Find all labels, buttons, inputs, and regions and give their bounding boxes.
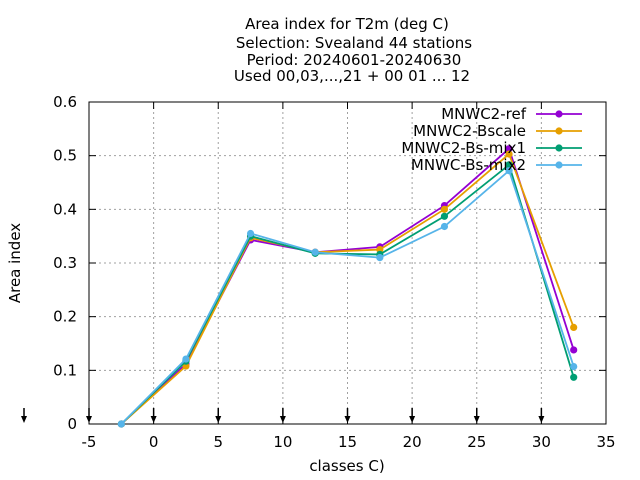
title-line-2: Selection: Svealand 44 stations — [236, 34, 472, 52]
y-tick-labels: 0 0.1 0.2 0.3 0.4 0.5 0.6 — [53, 93, 77, 433]
x-tick-label: 0 — [149, 433, 159, 451]
title-line-3: Period: 20240601-20240630 — [247, 51, 462, 69]
x-tick-label: -5 — [82, 433, 97, 451]
y-tick-label: 0 — [67, 415, 77, 433]
y-tick-label: 0.2 — [53, 308, 77, 326]
series-lines — [117, 145, 578, 428]
legend-entry: MNWC-Bs-mix2 — [411, 156, 582, 174]
data-point — [440, 222, 449, 231]
x-tick-label: 20 — [403, 433, 422, 451]
x-axis-label: classes C) — [309, 457, 384, 475]
legend: MNWC2-refMNWC2-BscaleMNWC2-Bs-mix1MNWC-B… — [401, 105, 582, 174]
legend-swatch-point — [555, 110, 563, 118]
data-point — [505, 167, 513, 175]
data-point — [570, 346, 578, 354]
legend-swatch-point — [555, 144, 563, 152]
data-point — [505, 150, 513, 158]
data-point — [570, 373, 578, 381]
legend-entry: MNWC2-Bscale — [413, 122, 582, 140]
tick-marks — [88, 101, 607, 425]
title-line-1: Area index for T2m (deg C) — [245, 15, 449, 33]
data-point — [117, 420, 125, 428]
x-tick-label: 35 — [596, 433, 615, 451]
series-line — [120, 163, 575, 425]
title-line-4: Used 00,03,...,21 + 00 01 ... 12 — [234, 67, 470, 85]
y-tick-label: 0.1 — [53, 361, 77, 379]
x-tick-labels: -5 0 5 10 15 20 25 30 35 — [82, 433, 616, 451]
data-point — [440, 205, 449, 213]
data-point — [570, 362, 578, 371]
legend-label: MNWC-Bs-mix2 — [411, 156, 526, 174]
y-tick-label: 0.5 — [53, 147, 77, 165]
data-point — [505, 161, 513, 169]
legend-label: MNWC2-Bscale — [413, 122, 526, 140]
legend-entry: MNWC2-Bs-mix1 — [401, 139, 582, 157]
series-line — [120, 152, 575, 425]
series-line — [120, 169, 575, 425]
legend-swatch-point — [555, 127, 563, 135]
y-tick-label: 0.6 — [53, 93, 77, 111]
x-tick-label: 5 — [213, 433, 223, 451]
x-tick-label: 15 — [338, 433, 357, 451]
data-point — [182, 355, 190, 363]
grid — [89, 102, 606, 424]
arrow-marker-head — [21, 416, 27, 423]
data-point — [246, 229, 255, 238]
y-tick-label: 0.3 — [53, 254, 77, 272]
legend-label: MNWC2-ref — [441, 105, 526, 123]
x-tick-label: 10 — [273, 433, 292, 451]
legend-label: MNWC2-Bs-mix1 — [401, 139, 526, 157]
series-mnwc-bs-mix2 — [117, 167, 578, 428]
x-tick-label: 30 — [532, 433, 551, 451]
y-tick-label: 0.4 — [53, 200, 77, 218]
data-point — [376, 254, 384, 262]
data-point — [505, 145, 513, 153]
data-point — [570, 323, 578, 331]
data-point — [440, 212, 449, 220]
data-point — [311, 248, 319, 256]
legend-entry: MNWC2-ref — [441, 105, 582, 123]
x-tick-label: 25 — [467, 433, 486, 451]
legend-swatch-point — [555, 161, 563, 169]
y-axis-label: Area index — [6, 223, 24, 303]
chart-title: Area index for T2m (deg C) Selection: Sv… — [234, 15, 472, 85]
